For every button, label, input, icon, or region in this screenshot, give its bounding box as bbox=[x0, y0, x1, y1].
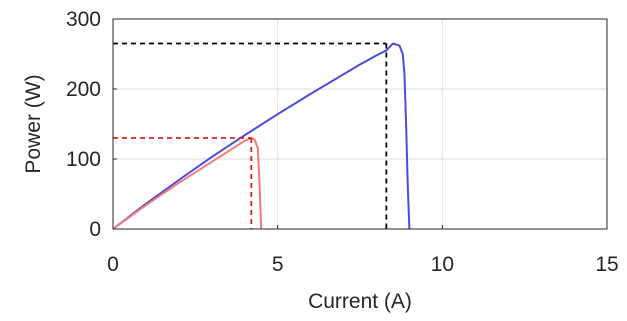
mpp-markers bbox=[113, 42, 388, 229]
plot-background bbox=[113, 19, 607, 229]
y-tick-label: 200 bbox=[66, 78, 101, 101]
series-line-2 bbox=[112, 137, 263, 230]
x-axis-label: Current (A) bbox=[308, 290, 412, 313]
y-tick-labels: 0 100 200 300 bbox=[66, 8, 117, 241]
y-axis-label: Power (W) bbox=[22, 74, 45, 173]
y-tick-label: 300 bbox=[66, 8, 101, 31]
x-tick-label: 0 bbox=[107, 253, 119, 276]
x-tick-label: 15 bbox=[595, 253, 618, 276]
y-tick-label: 0 bbox=[89, 218, 101, 241]
y-tick-label: 100 bbox=[66, 148, 101, 171]
x-tick-label: 5 bbox=[272, 253, 284, 276]
plot-frame bbox=[112, 18, 608, 230]
series-line-1 bbox=[112, 42, 411, 230]
x-tick-label: 10 bbox=[431, 253, 454, 276]
series-group bbox=[112, 42, 411, 230]
grid bbox=[113, 19, 607, 229]
x-tick-labels: 0 5 10 15 bbox=[107, 225, 619, 276]
